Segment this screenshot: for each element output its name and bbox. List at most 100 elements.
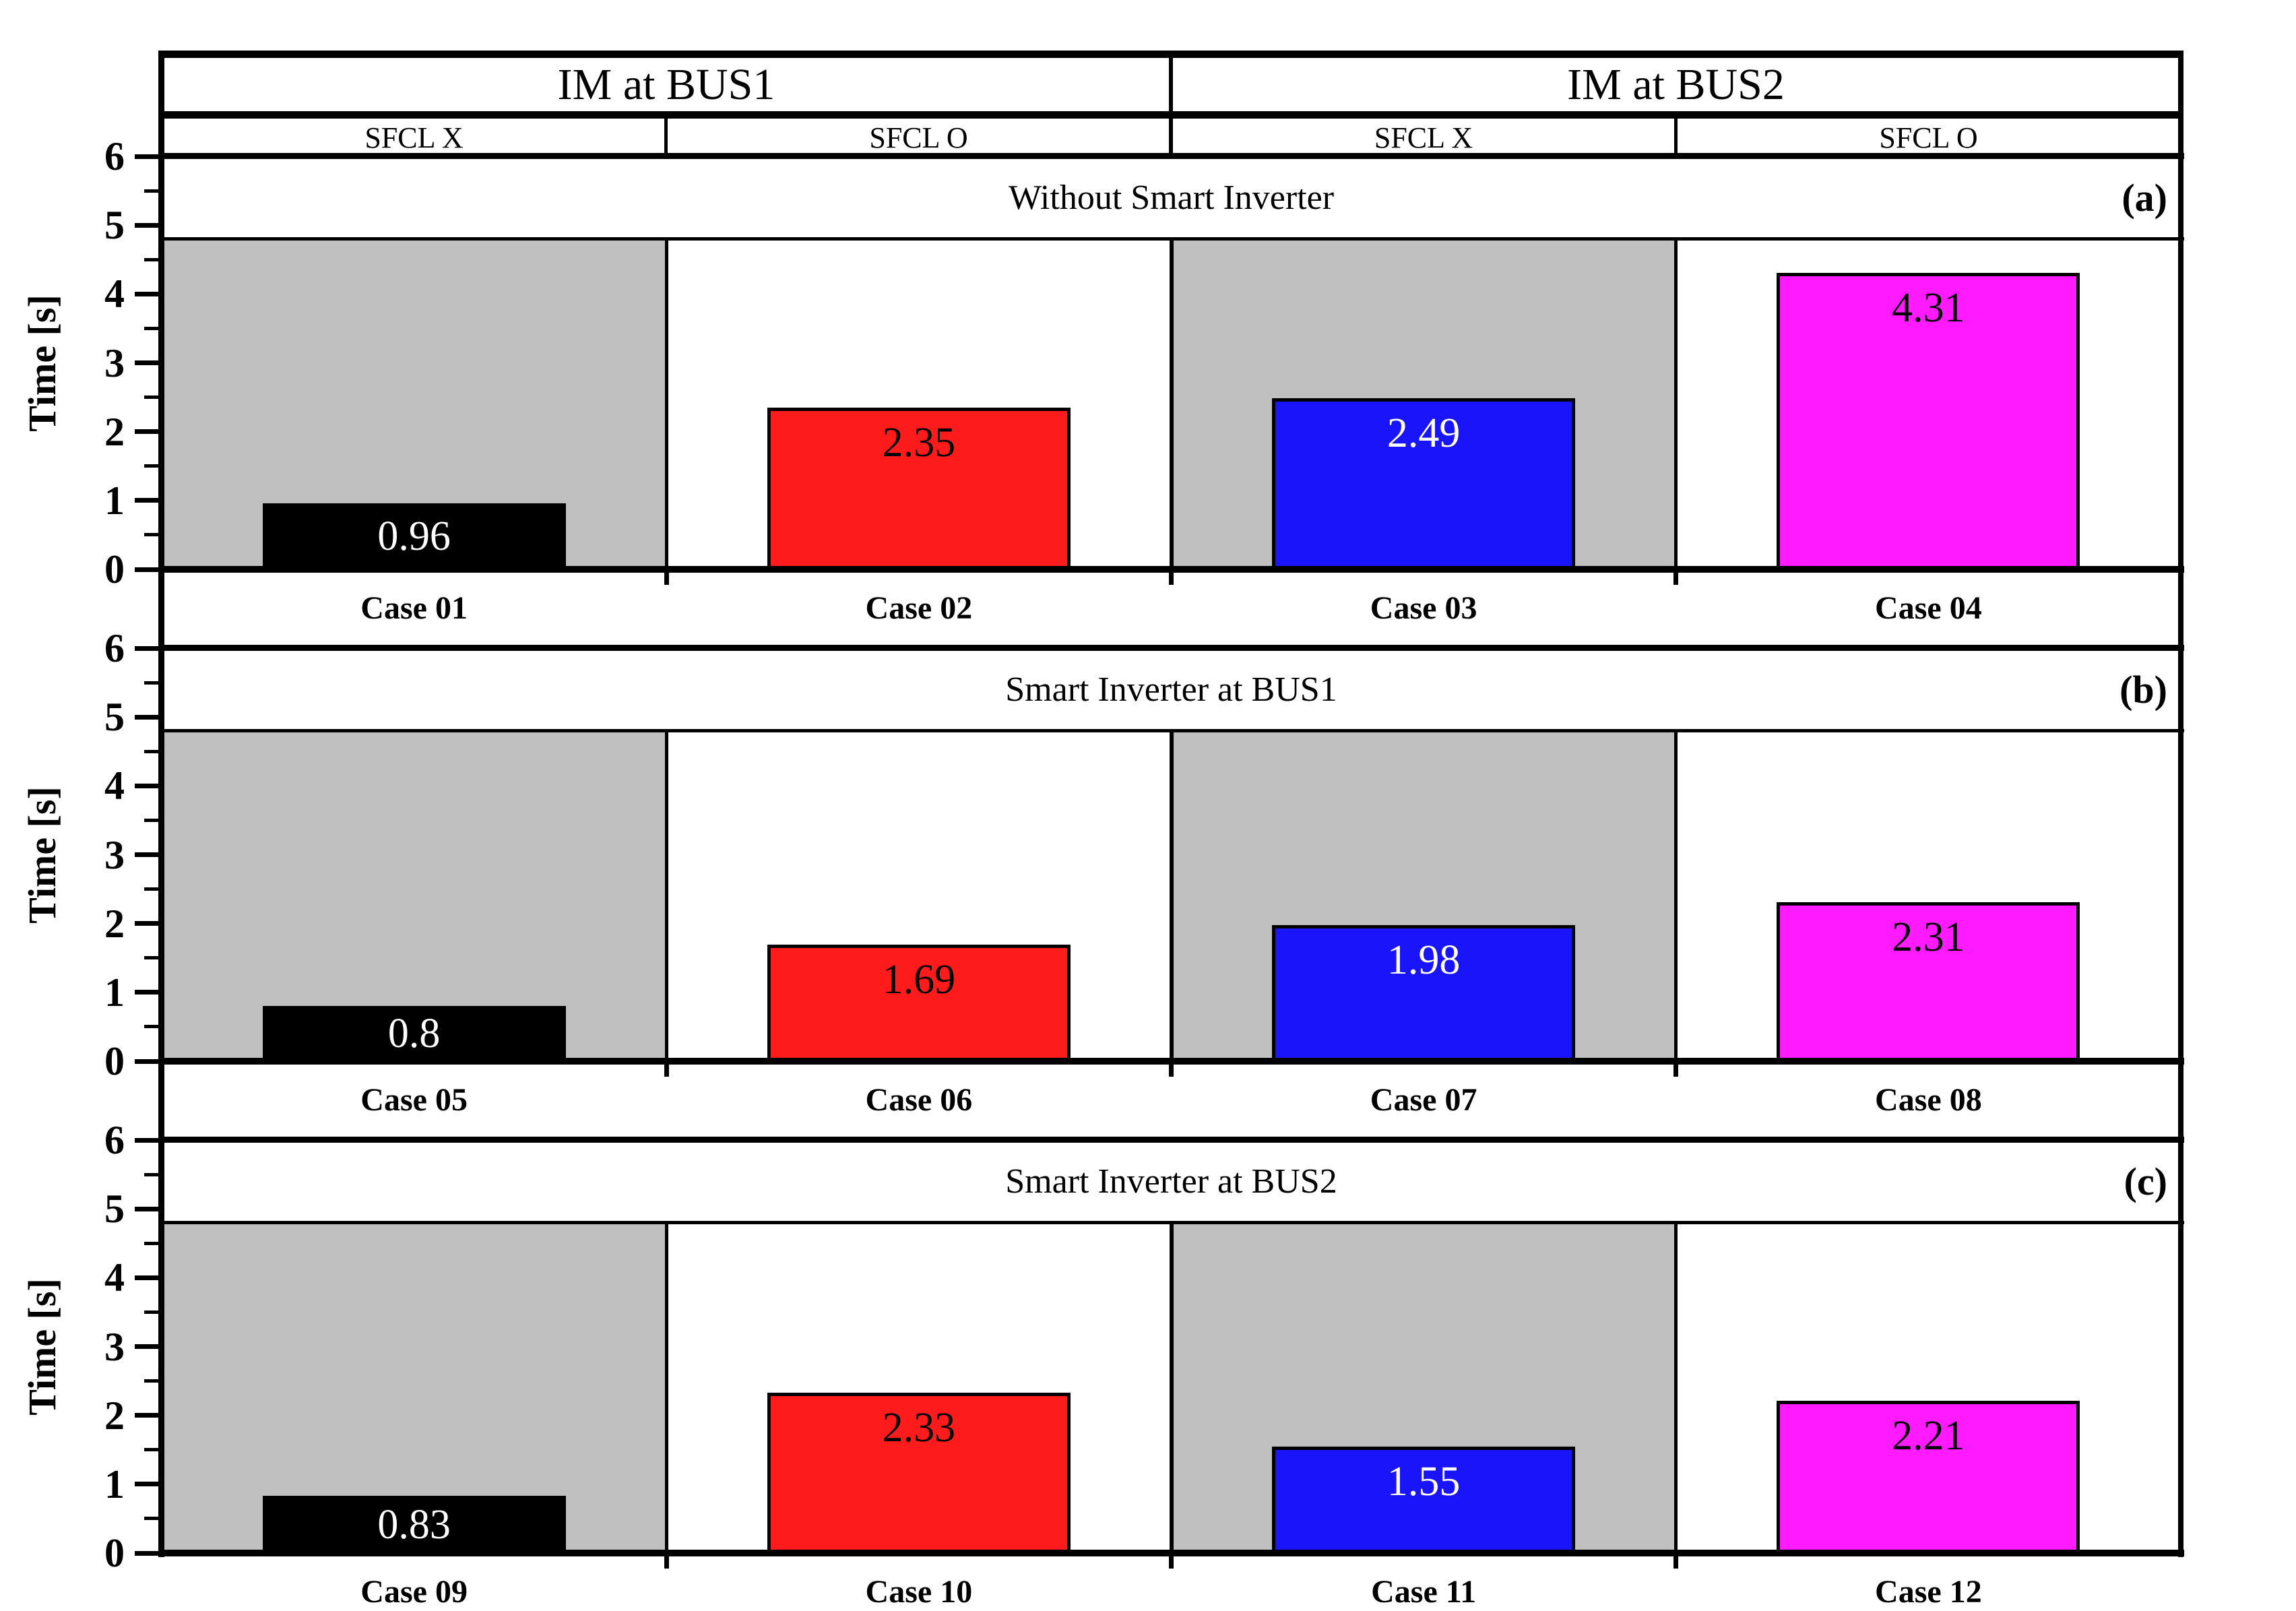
y-tick-label: 4: [104, 272, 125, 317]
column-divider: [1170, 1222, 1174, 1553]
panel-title: Without Smart Inverter: [1008, 178, 1335, 217]
column-divider: [1170, 730, 1174, 1061]
y-tick-major: [135, 1482, 159, 1487]
header-group-cell-bus1: IM at BUS1: [162, 58, 1171, 111]
bar-value-label: 1.69: [882, 957, 956, 1003]
bar-value-label: 0.8: [387, 1011, 441, 1057]
y-tick-minor: [144, 1517, 159, 1521]
case-label: Case 01: [360, 590, 468, 626]
header-group-label: IM at BUS1: [557, 59, 775, 109]
header-subcolumn-divider: [664, 119, 668, 156]
column-divider: [1674, 1222, 1678, 1553]
x-tick: [1673, 1556, 1679, 1569]
panel-top-line: [158, 645, 2184, 651]
case-label: Case 07: [1370, 1081, 1477, 1118]
header-subcolumn-cell: SFCL O: [666, 119, 1171, 156]
bar-value-label: 0.83: [377, 1501, 451, 1548]
bar-value-label: 1.55: [1386, 1458, 1461, 1505]
y-tick-minor: [144, 1025, 159, 1029]
bar: 2.49: [1272, 398, 1576, 569]
y-tick-major: [135, 1059, 159, 1064]
y-tick-minor: [144, 1241, 159, 1245]
y-tick-major: [135, 1344, 159, 1349]
y-tick-major: [135, 1206, 159, 1211]
header-group-divider: [1169, 58, 1173, 111]
header-group-cell-bus2: IM at BUS2: [1171, 58, 2181, 111]
y-tick-minor: [144, 326, 159, 330]
y-tick-minor: [144, 1310, 159, 1314]
panel-letter: (a): [2122, 175, 2167, 220]
column-divider: [664, 730, 668, 1061]
header-subcolumn-cell: SFCL O: [1676, 119, 2181, 156]
case-label: Case 09: [360, 1573, 468, 1610]
y-tick-major: [135, 154, 159, 159]
bar: 4.31: [1777, 272, 2080, 569]
header-top-border: [158, 51, 2183, 58]
bar: 0.8: [262, 1006, 566, 1061]
y-tick-major: [135, 1413, 159, 1418]
bar-value-label: 2.49: [1386, 410, 1461, 456]
y-tick-minor: [144, 189, 159, 193]
y-tick-label: 1: [104, 478, 125, 523]
y-tick-major: [135, 1137, 159, 1143]
y-tick-label: 3: [104, 340, 125, 385]
baseline: [158, 1058, 2184, 1065]
panel-top-line: [158, 1137, 2184, 1143]
y-tick-label: 1: [104, 1461, 125, 1507]
bar-value-label: 4.31: [1892, 284, 1965, 331]
y-tick-minor: [144, 749, 159, 753]
header-group-label: IM at BUS2: [1567, 59, 1785, 109]
header-subcolumn-cell: SFCL X: [1171, 119, 1676, 156]
y-tick-major: [135, 1275, 159, 1280]
column-divider: [664, 239, 668, 569]
y-tick-minor: [144, 887, 159, 891]
bar: 1.69: [767, 945, 1071, 1061]
case-label: Case 05: [360, 1081, 468, 1118]
y-tick-major: [135, 852, 159, 857]
bar: 1.55: [1272, 1446, 1576, 1553]
y-tick-major: [135, 291, 159, 296]
case-label: Case 11: [1371, 1573, 1477, 1610]
y-tick-label: 2: [104, 1393, 125, 1438]
header-subcolumn-label: SFCL O: [869, 121, 968, 154]
bar: 2.21: [1777, 1401, 2080, 1553]
y-tick-minor: [144, 956, 159, 960]
bar: 2.33: [767, 1392, 1071, 1553]
right-frame-spine: [2178, 51, 2183, 1557]
y-tick-label: 3: [104, 832, 125, 877]
y-tick-major: [135, 498, 159, 503]
y-tick-label: 4: [104, 1255, 125, 1300]
y-tick-major: [135, 222, 159, 228]
y-tick-label: 0: [104, 547, 125, 592]
x-tick: [1169, 1556, 1174, 1569]
bar-value-label: 2.35: [882, 419, 956, 466]
y-tick-major: [135, 990, 159, 995]
y-tick-major: [135, 1550, 159, 1556]
bar-value-label: 2.33: [882, 1404, 956, 1451]
y-tick-major: [135, 645, 159, 651]
case-label: Case 12: [1875, 1573, 1982, 1610]
y-tick-minor: [144, 681, 159, 685]
panel-title: Smart Inverter at BUS1: [1005, 670, 1337, 709]
bar: 1.98: [1272, 924, 1576, 1061]
bar: 0.96: [262, 503, 566, 569]
y-axis-spine: [158, 51, 164, 1557]
panel-top-line: [158, 153, 2184, 159]
y-tick-minor: [144, 396, 159, 400]
y-tick-minor: [144, 1448, 159, 1452]
column-divider: [1170, 239, 1174, 569]
header-subcolumn-divider: [1169, 119, 1173, 156]
case-label: Case 08: [1875, 1081, 1982, 1118]
y-tick-major: [135, 714, 159, 720]
x-tick: [664, 1065, 669, 1077]
y-tick-label: 2: [104, 409, 125, 454]
column-divider: [664, 1222, 668, 1553]
y-tick-minor: [144, 257, 159, 261]
y-tick-label: 0: [104, 1039, 125, 1083]
x-tick: [1169, 1065, 1174, 1077]
bar: 2.31: [1777, 902, 2080, 1061]
y-tick-label: 6: [104, 134, 125, 179]
y-tick-label: 5: [104, 695, 125, 740]
y-tick-label: 6: [104, 626, 125, 670]
y-tick-label: 3: [104, 1324, 125, 1369]
